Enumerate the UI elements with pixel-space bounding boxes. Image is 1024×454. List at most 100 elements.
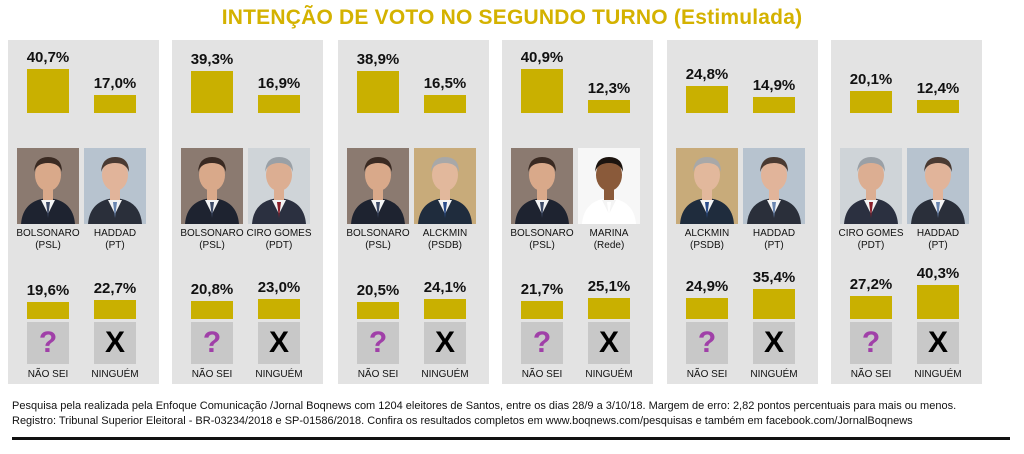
- candidate-bar: [27, 69, 69, 113]
- candidate-label: HADDAD (PT): [898, 228, 978, 252]
- data-label: 17,0%: [93, 74, 137, 92]
- candidate-party: (PSL): [199, 240, 225, 251]
- candidate-bar: [357, 71, 399, 113]
- candidate-party: (PDT): [265, 240, 293, 251]
- candidate-party: (PDT): [857, 240, 885, 251]
- ninguem-bar: [424, 298, 466, 319]
- question-mark-icon: ?: [850, 322, 892, 364]
- question-mark-icon: ?: [27, 322, 69, 364]
- question-mark-icon: ?: [357, 322, 399, 364]
- nao-sei-bar: [850, 295, 892, 319]
- nao-sei-bar: [357, 301, 399, 319]
- x-mark-icon: X: [258, 322, 300, 364]
- candidate-photo-bolsonaro: [511, 148, 573, 224]
- data-label: 20,1%: [849, 71, 893, 89]
- candidate-photo-haddad: [743, 148, 805, 224]
- data-label: 22,7%: [93, 279, 137, 297]
- candidate-party: (PSL): [365, 240, 391, 251]
- data-label: 19,6%: [26, 282, 70, 300]
- ninguem-bar: [258, 299, 300, 319]
- candidate-label: MARINA (Rede): [569, 228, 649, 252]
- footer-line-1: Pesquisa pela realizada pela Enfoque Com…: [12, 400, 957, 412]
- ninguem-label: NINGUÉM: [91, 369, 139, 380]
- data-label: 21,7%: [520, 280, 564, 298]
- candidate-name: BOLSONARO: [346, 228, 410, 239]
- ninguem-bar: [917, 284, 959, 319]
- candidate-name: ALCKMIN: [684, 228, 730, 239]
- candidate-label: HADDAD (PT): [734, 228, 814, 252]
- ninguem-bar: [588, 297, 630, 319]
- ninguem-bar: [94, 299, 136, 319]
- candidate-party: (PSDB): [690, 240, 724, 251]
- x-mark-icon: X: [917, 322, 959, 364]
- nao-sei-bar: [27, 302, 69, 319]
- ninguem-label: NINGUÉM: [421, 369, 469, 380]
- candidate-bar: [588, 99, 630, 113]
- nao-sei-bar: [521, 300, 563, 319]
- data-label: 23,0%: [257, 279, 301, 297]
- candidate-bar: [686, 86, 728, 113]
- data-label: 16,5%: [423, 75, 467, 93]
- x-mark-icon: X: [424, 322, 466, 364]
- data-label: 24,1%: [423, 278, 467, 296]
- nao-sei-bar: [191, 301, 233, 319]
- candidate-bar: [850, 91, 892, 113]
- candidate-party: (PSDB): [428, 240, 462, 251]
- candidate-photo-alckmin: [414, 148, 476, 224]
- candidate-name: HADDAD: [916, 228, 960, 239]
- footer-note: Pesquisa pela realizada pela Enfoque Com…: [12, 399, 1012, 429]
- candidate-photo-ciro: [840, 148, 902, 224]
- candidate-photo-marina: [578, 148, 640, 224]
- candidate-name: BOLSONARO: [180, 228, 244, 239]
- candidate-party: (PT): [105, 240, 125, 251]
- footer-line-2: Registro: Tribunal Superior Eleitoral - …: [12, 415, 913, 427]
- candidate-photo-bolsonaro: [181, 148, 243, 224]
- candidate-name: HADDAD: [93, 228, 137, 239]
- data-label: 24,8%: [685, 66, 729, 84]
- data-label: 20,8%: [190, 281, 234, 299]
- data-label: 38,9%: [356, 51, 400, 69]
- data-label: 39,3%: [190, 50, 234, 68]
- candidate-photo-haddad: [84, 148, 146, 224]
- candidate-party: (PSL): [529, 240, 555, 251]
- ninguem-label: NINGUÉM: [255, 369, 303, 380]
- candidate-label: BOLSONARO (PSL): [172, 228, 252, 252]
- data-label: 24,9%: [685, 277, 729, 295]
- candidate-party: (PSL): [35, 240, 61, 251]
- candidate-label: HADDAD (PT): [75, 228, 155, 252]
- candidate-bar: [424, 95, 466, 113]
- nao-sei-label: NÃO SEI: [686, 369, 728, 380]
- data-label: 35,4%: [752, 268, 796, 286]
- candidate-label: CIRO GOMES (PDT): [239, 228, 319, 252]
- nao-sei-label: NÃO SEI: [521, 369, 563, 380]
- data-label: 40,9%: [520, 49, 564, 67]
- nao-sei-label: NÃO SEI: [27, 369, 69, 380]
- candidate-name: BOLSONARO: [16, 228, 80, 239]
- candidate-photo-bolsonaro: [17, 148, 79, 224]
- data-label: 25,1%: [587, 277, 631, 295]
- candidate-label: BOLSONARO (PSL): [502, 228, 582, 252]
- data-label: 20,5%: [356, 281, 400, 299]
- candidate-name: MARINA: [589, 228, 629, 239]
- candidate-bar: [917, 99, 959, 113]
- candidate-name: CIRO GOMES: [246, 228, 312, 239]
- candidate-name: HADDAD: [752, 228, 796, 239]
- question-mark-icon: ?: [191, 322, 233, 364]
- nao-sei-label: NÃO SEI: [850, 369, 892, 380]
- candidate-label: BOLSONARO (PSL): [8, 228, 88, 252]
- data-label: 12,4%: [916, 79, 960, 97]
- candidate-party: (PT): [928, 240, 948, 251]
- ninguem-bar: [753, 288, 795, 319]
- ninguem-label: NINGUÉM: [914, 369, 962, 380]
- nao-sei-label: NÃO SEI: [357, 369, 399, 380]
- candidate-bar: [258, 94, 300, 113]
- data-label: 14,9%: [752, 77, 796, 95]
- ninguem-label: NINGUÉM: [585, 369, 633, 380]
- candidate-bar: [753, 97, 795, 113]
- candidate-bar: [94, 94, 136, 113]
- candidate-photo-haddad: [907, 148, 969, 224]
- candidate-photo-alckmin: [676, 148, 738, 224]
- data-label: 40,3%: [916, 264, 960, 282]
- x-mark-icon: X: [588, 322, 630, 364]
- x-mark-icon: X: [94, 322, 136, 364]
